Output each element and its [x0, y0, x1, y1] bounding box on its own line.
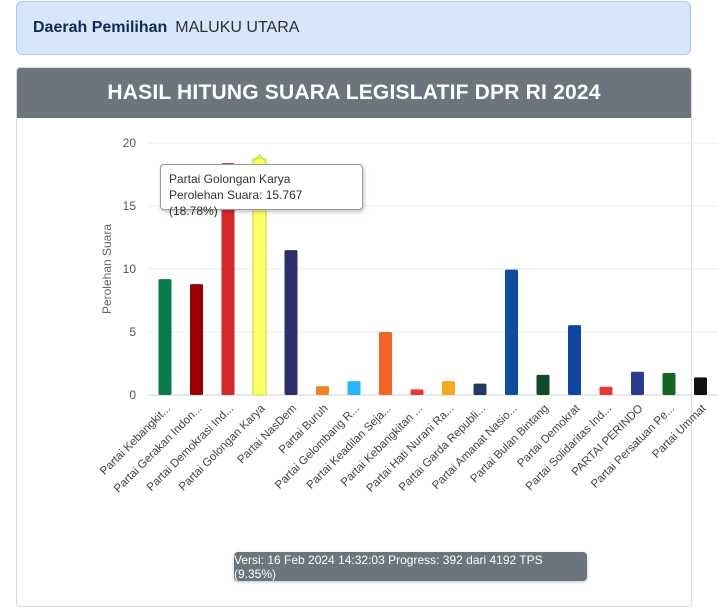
bar-8[interactable]	[379, 332, 392, 395]
bar-12[interactable]	[505, 269, 518, 395]
bar-7[interactable]	[347, 381, 361, 395]
y-tick-label: 10	[123, 262, 137, 276]
bar-17[interactable]	[662, 372, 676, 395]
bar-6[interactable]	[316, 386, 329, 395]
chart-tooltip: Partai Golongan Karya Perolehan Suara: 1…	[160, 164, 363, 218]
bar-14[interactable]	[568, 325, 581, 395]
bar-18[interactable]	[694, 377, 707, 395]
bar-4[interactable]	[252, 157, 267, 396]
bar-13[interactable]	[536, 374, 550, 395]
results-card: HASIL HITUNG SUARA LEGISLATIF DPR RI 202…	[16, 67, 692, 607]
hover-marker	[252, 153, 267, 163]
y-tick-label: 15	[123, 199, 137, 213]
y-tick-label: 0	[129, 388, 136, 402]
bar-9[interactable]	[410, 389, 424, 395]
results-title: HASIL HITUNG SUARA LEGISLATIF DPR RI 202…	[17, 68, 691, 118]
region-value[interactable]: MALUKU UTARA	[175, 19, 300, 36]
y-tick-label: 20	[123, 136, 137, 150]
bar-1[interactable]	[158, 279, 172, 395]
tooltip-party: Partai Golongan Karya	[169, 172, 291, 186]
bar-10[interactable]	[442, 381, 455, 395]
bar-3[interactable]	[221, 163, 235, 395]
version-progress-status: Versi: 16 Feb 2024 14:32:03 Progress: 39…	[234, 552, 587, 581]
y-axis-label: Perolehan Suara	[100, 224, 114, 314]
bar-16[interactable]	[631, 371, 644, 395]
y-tick-label: 5	[129, 325, 136, 339]
tooltip-detail: Perolehan Suara: 15.767 (18.78%)	[169, 188, 303, 218]
bar-5[interactable]	[284, 250, 298, 395]
bar-2[interactable]	[190, 284, 203, 395]
bar-15[interactable]	[599, 386, 613, 395]
electoral-region-box: Daerah Pemilihan MALUKU UTARA	[16, 1, 691, 55]
bar-11[interactable]	[473, 383, 487, 395]
region-label: Daerah Pemilihan	[33, 19, 168, 36]
